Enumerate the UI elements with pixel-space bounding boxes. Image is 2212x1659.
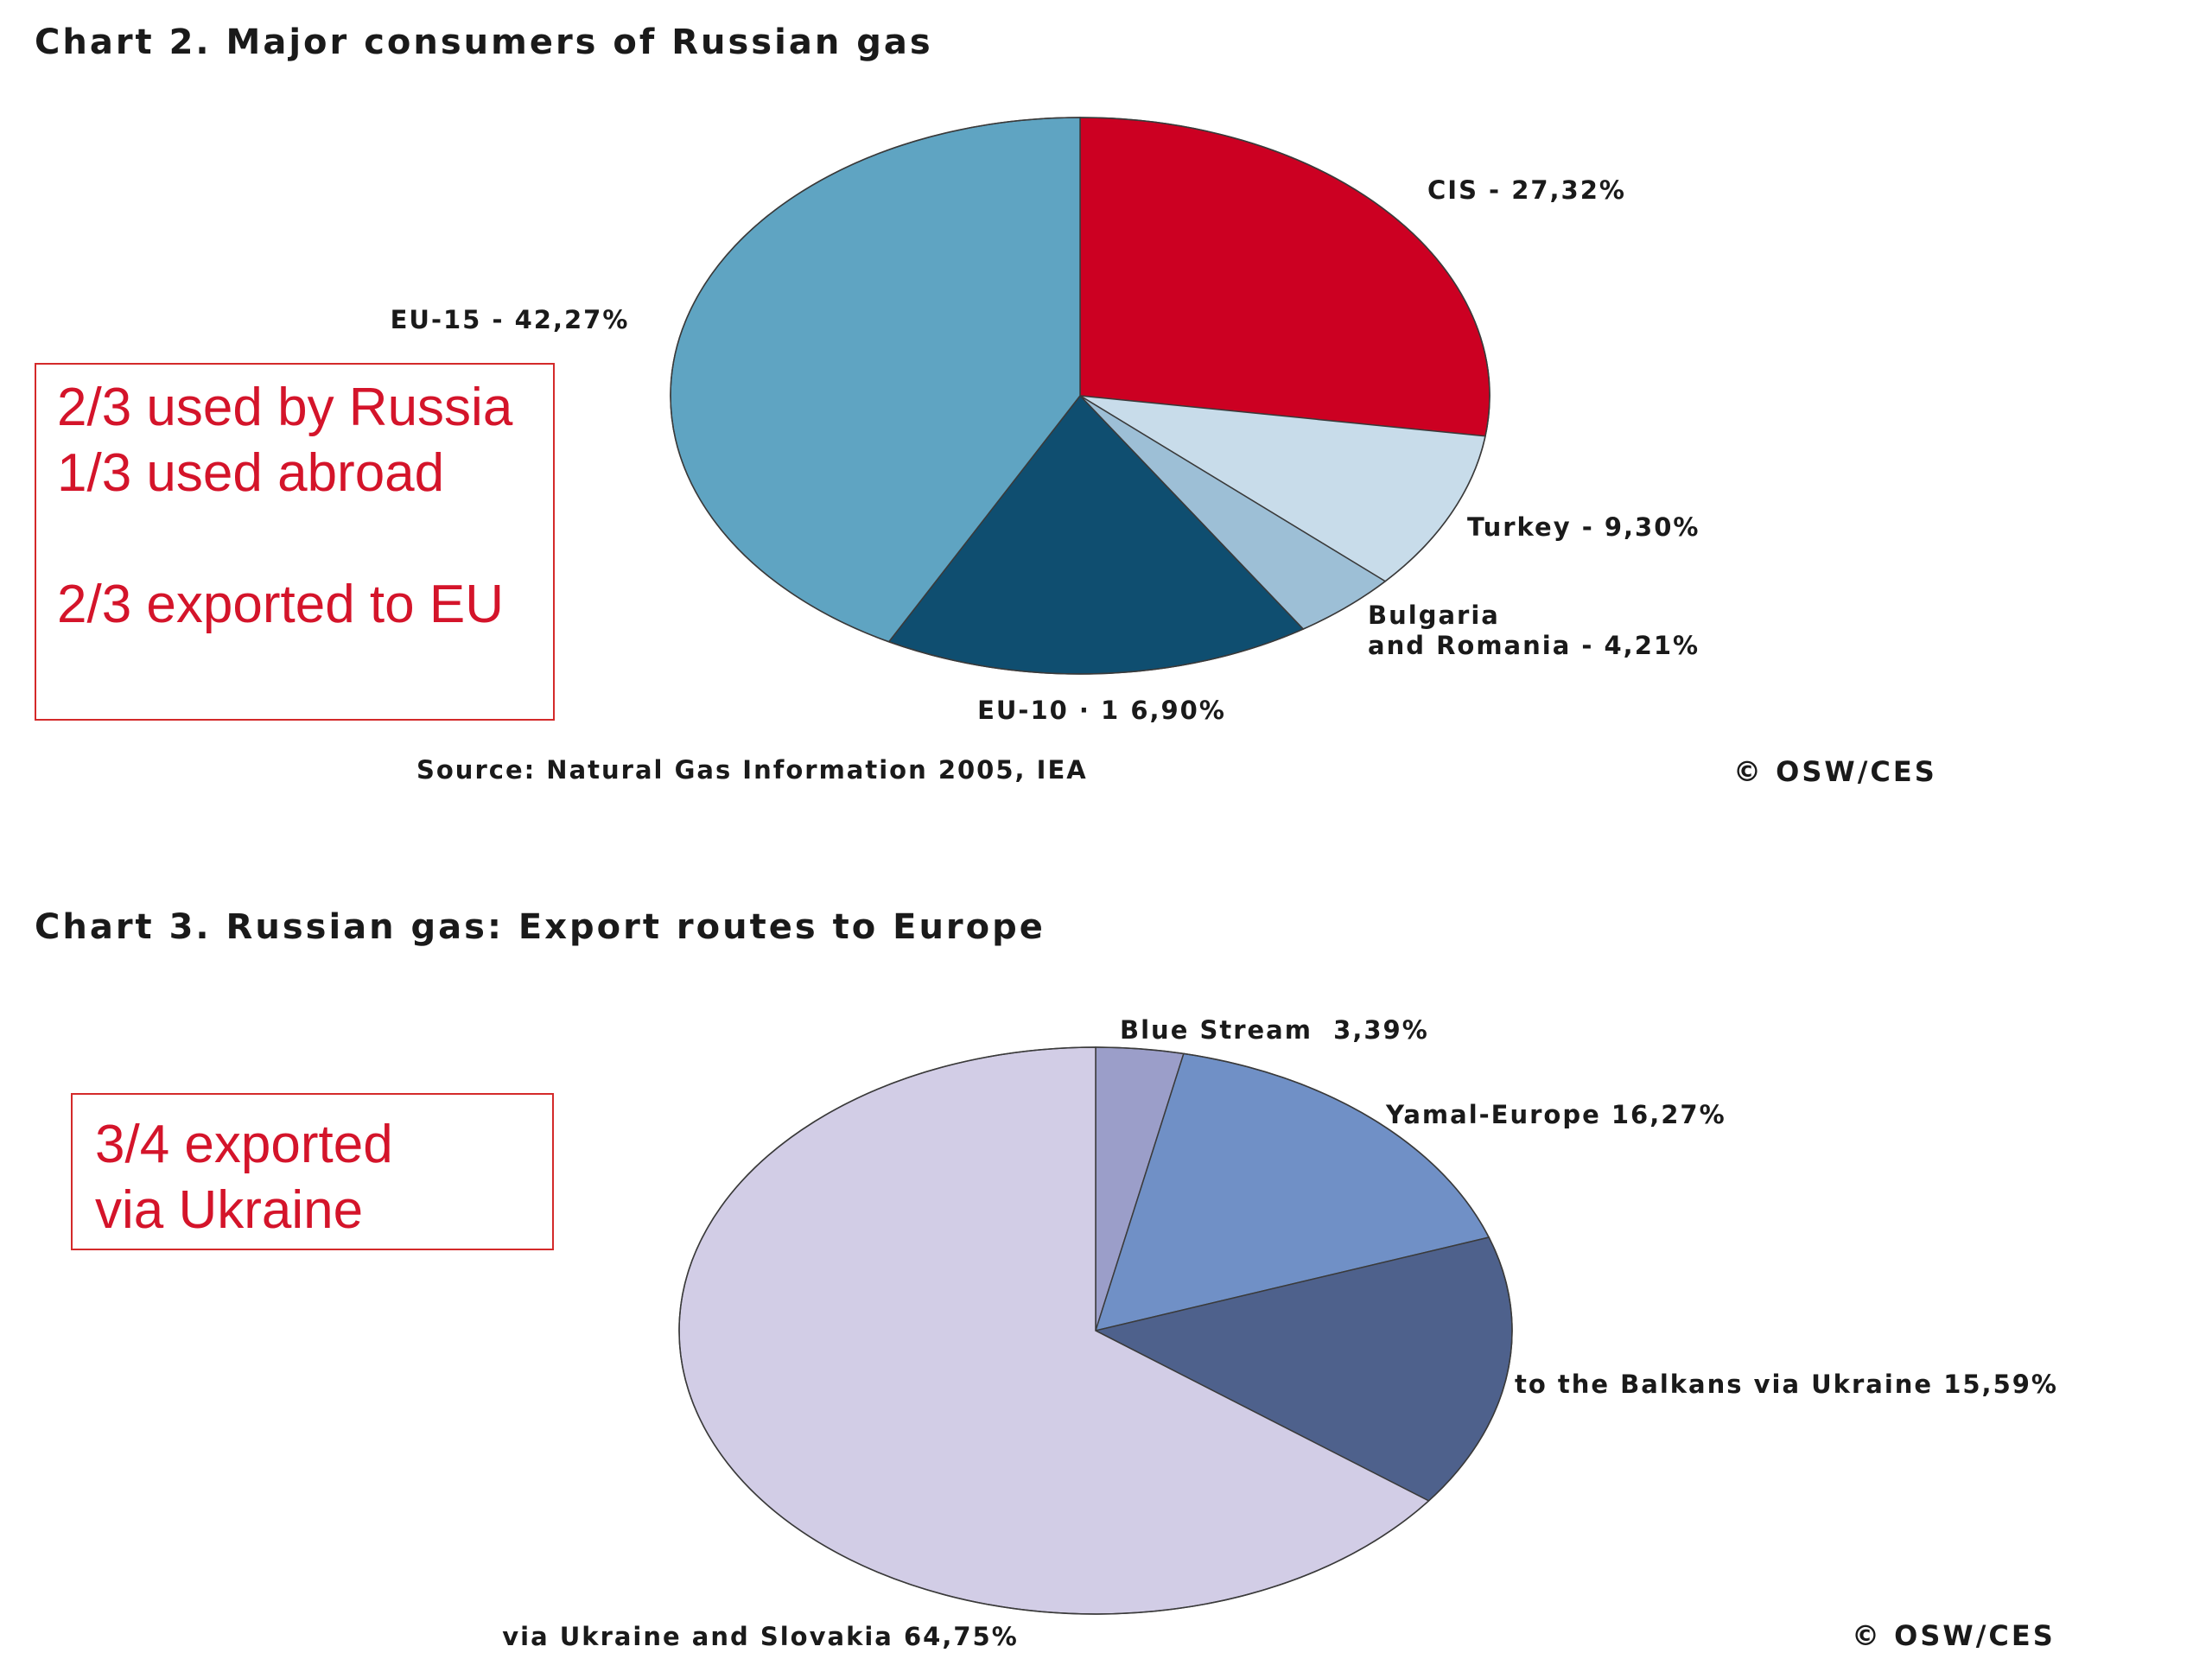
chart-2-title: Chart 2. Major consumers of Russian gas [35,22,933,62]
chart-3-copyright: © OSW/CES [1852,1619,2056,1652]
pie-outline [678,1046,1513,1615]
slice-label: EU-15 - 42,27% [391,305,630,334]
slice-label: Yamal-Europe 16,27% [1385,1100,1726,1129]
slice-label: Turkey - 9,30% [1467,512,1700,542]
note-line: via Ukraine [95,1180,364,1240]
note-box-ukraine: 3/4 exported via Ukraine [71,1093,554,1250]
slice-label: Blue Stream 3,39% [1120,1015,1429,1045]
slice-label: Bulgaria and Romania - 4,21% [1368,601,1700,660]
chart-2-copyright: © OSW/CES [1733,755,1937,788]
chart-3-title: Chart 3. Russian gas: Export routes to E… [35,907,1046,947]
note-line: 2/3 exported to EU [57,575,504,634]
slice-label: via Ukraine and Slovakia 64,75% [502,1622,1019,1651]
pie-slice [1079,117,1491,437]
note-line: 1/3 used abroad [57,443,445,503]
slice-label: to the Balkans via Ukraine 15,59% [1515,1370,2058,1399]
note-box-usage: 2/3 used by Russia 1/3 used abroad 2/3 e… [35,363,555,721]
note-line [57,506,553,572]
note-line: 3/4 exported [95,1115,393,1174]
note-line: 2/3 used by Russia [57,378,513,437]
slice-label: EU-10 · 1 6,90% [977,696,1226,725]
pie-chart-2: CIS - 27,32% Turkey - 9,30% Bulgaria and Ro… [391,117,1700,725]
pie-chart-3: Blue Stream 3,39% Yamal-Europe 16,27% to t… [502,1015,2058,1651]
pie-outline [670,117,1491,675]
chart-2-source: Source: Natural Gas Information 2005, IE… [416,755,1088,785]
slice-label: CIS - 27,32% [1427,175,1626,205]
